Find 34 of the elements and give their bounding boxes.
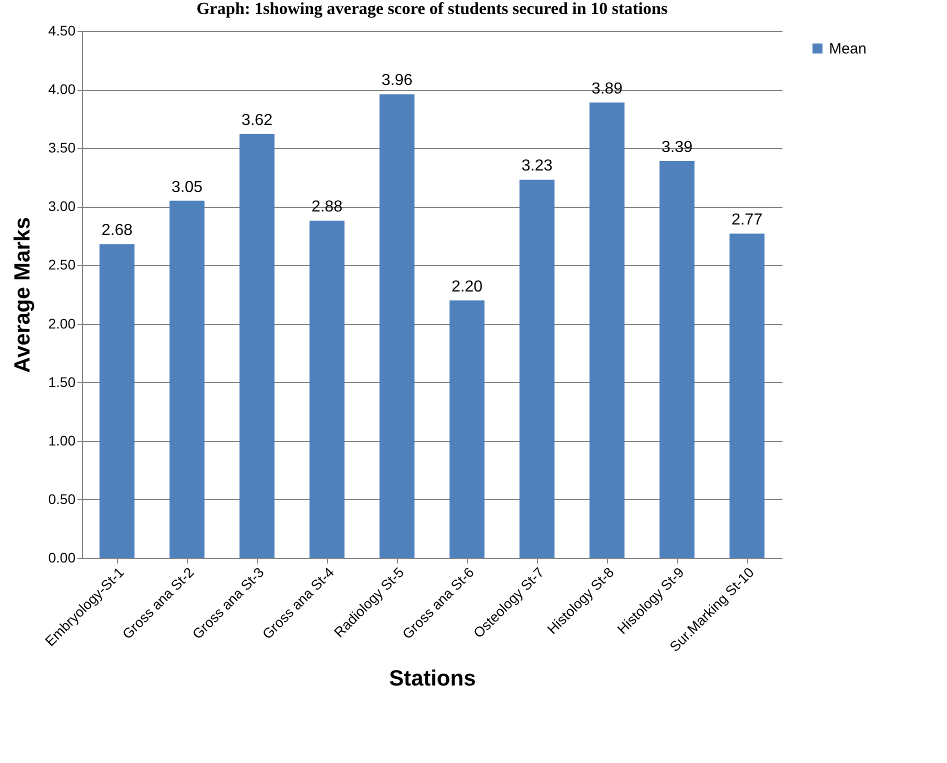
data-label: 3.23 — [521, 158, 553, 175]
x-axis-title: Stations — [389, 666, 476, 691]
bar — [100, 244, 134, 558]
y-tick-label: 2.50 — [48, 256, 76, 273]
data-label: 3.96 — [381, 72, 413, 90]
y-tick-label: 0.50 — [48, 490, 76, 507]
legend-label: Mean — [829, 40, 867, 58]
data-label: 2.20 — [451, 278, 483, 296]
data-label: 2.88 — [311, 198, 343, 216]
bar — [170, 200, 204, 558]
y-tick-label: 0.00 — [48, 550, 76, 566]
y-tick-label: 4.50 — [48, 22, 76, 38]
y-tick-label: 1.00 — [48, 432, 76, 448]
bar — [520, 180, 554, 558]
bar — [380, 94, 414, 558]
y-tick-label: 1.50 — [48, 374, 76, 390]
chart-title: Graph: 1showing average score of students secured in 10 stations — [196, 0, 668, 18]
data-label: 3.62 — [241, 112, 273, 130]
data-label: 3.89 — [591, 80, 623, 98]
bar — [450, 300, 484, 558]
y-tick-label: 4.00 — [48, 81, 76, 98]
y-axis-title: Average Marks — [9, 217, 34, 373]
y-tick-label: 3.00 — [48, 198, 76, 214]
bar — [660, 160, 694, 558]
data-label: 3.39 — [661, 138, 693, 156]
data-label: 2.77 — [731, 212, 763, 229]
bar — [240, 134, 274, 558]
bar — [730, 234, 764, 558]
bar — [590, 102, 624, 558]
y-tick-label: 2.00 — [48, 315, 76, 332]
data-label: 3.05 — [171, 178, 203, 196]
y-tick-label: 3.50 — [48, 140, 76, 156]
data-label: 2.68 — [101, 222, 133, 240]
bar — [310, 220, 344, 558]
